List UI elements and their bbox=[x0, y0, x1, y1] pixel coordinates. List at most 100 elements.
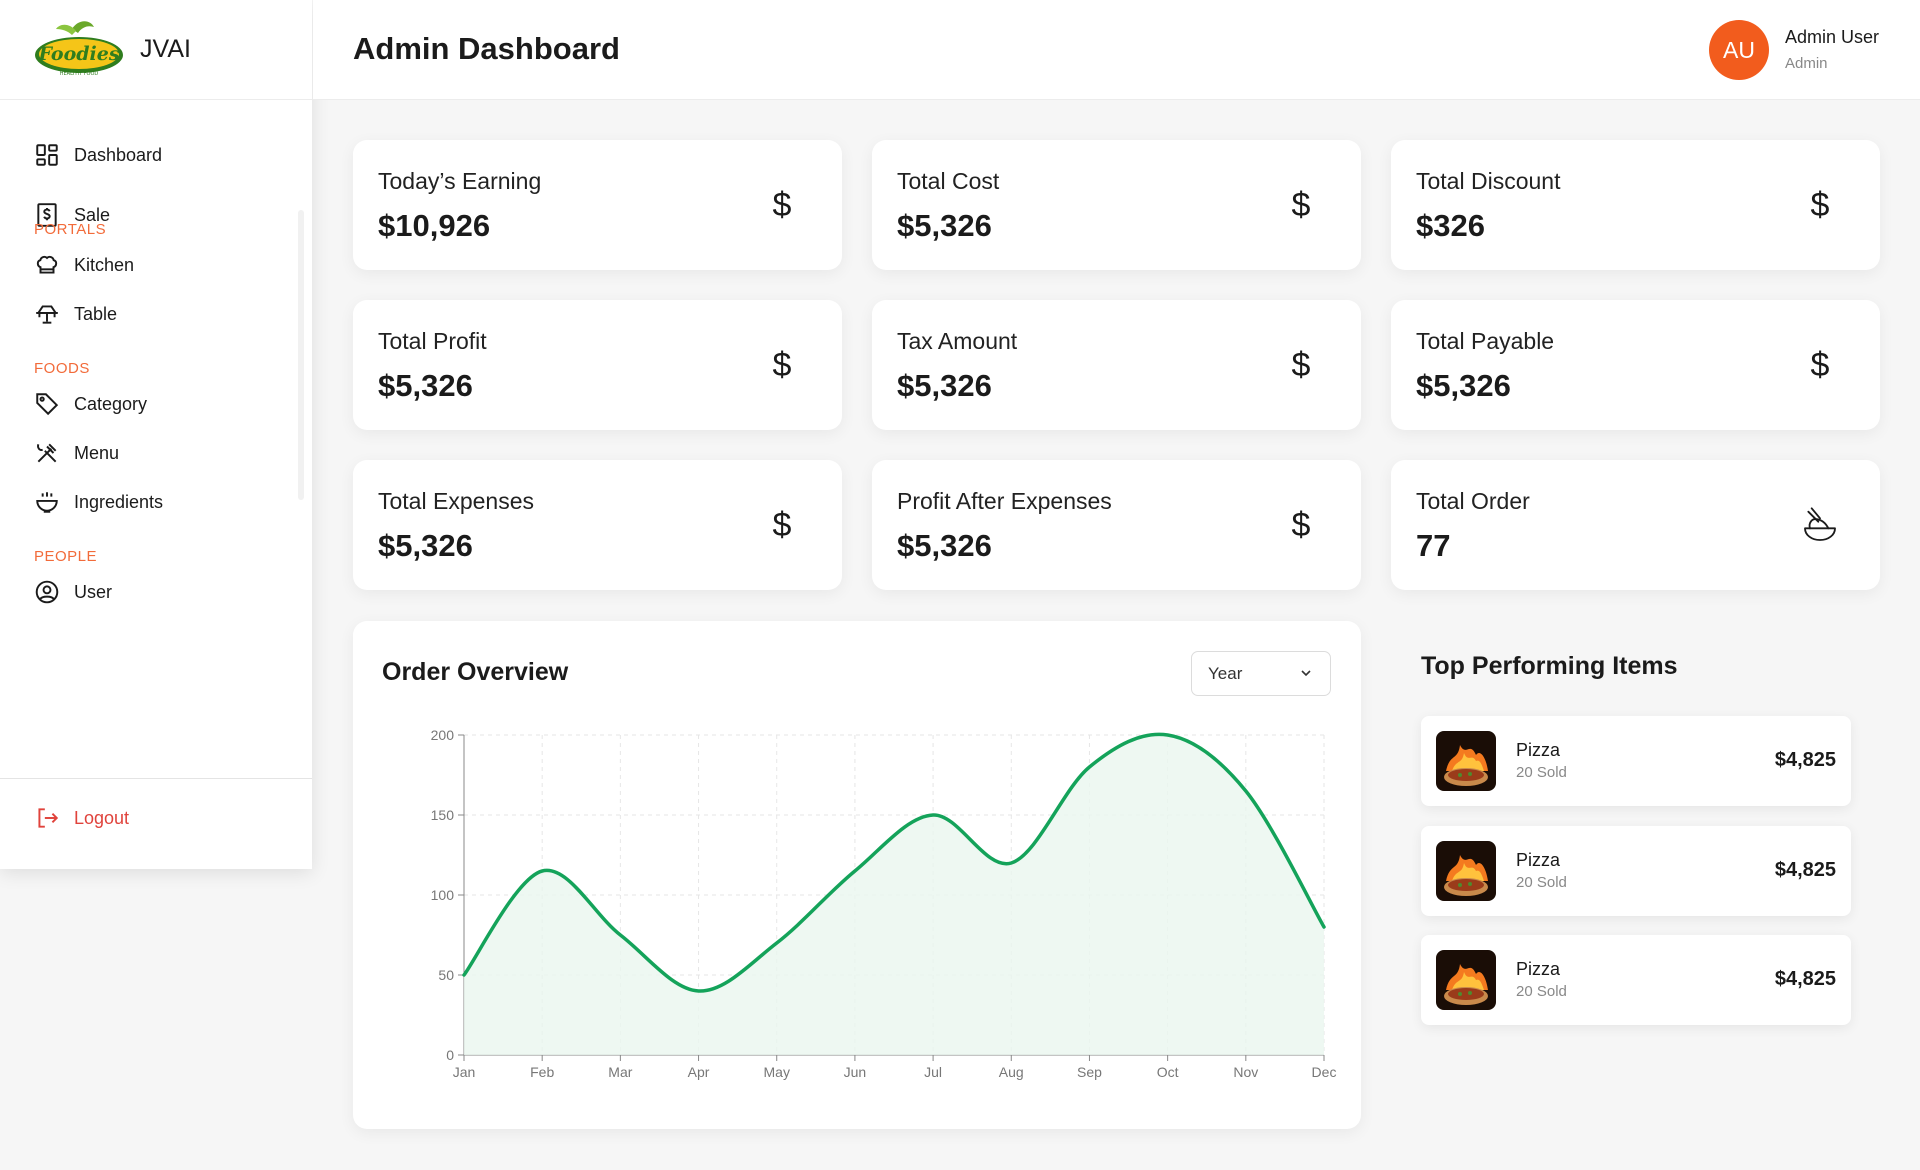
y-tick-label: 150 bbox=[431, 807, 455, 823]
item-price: $4,825 bbox=[1774, 749, 1836, 771]
stat-value: $5,326 bbox=[897, 528, 992, 563]
stat-label: Total Payable bbox=[1416, 328, 1555, 354]
logout-label: Logout bbox=[74, 807, 130, 828]
item-price: $4,825 bbox=[1774, 859, 1836, 881]
logout-button[interactable]: Logout bbox=[34, 805, 129, 831]
sidebar-item-label: Menu bbox=[74, 442, 120, 463]
chevron-down-icon bbox=[1301, 670, 1311, 677]
dollar-icon: $ bbox=[1810, 185, 1830, 224]
sidebar-item-label: Dashboard bbox=[74, 144, 163, 165]
sidebar-item-dashboard[interactable]: Dashboard bbox=[34, 135, 162, 175]
top-item-card[interactable]: Pizza 20 Sold $4,825 bbox=[1421, 935, 1851, 1025]
stat-card-total-discount: Total Discount $326 $ bbox=[1391, 140, 1880, 270]
sidebar-item-label: Kitchen bbox=[74, 254, 135, 275]
sidebar-item-table[interactable]: Table bbox=[34, 294, 117, 334]
stat-card-total-payable: Total Payable $5,326 $ bbox=[1391, 300, 1880, 430]
dollar-icon: $ bbox=[772, 345, 792, 384]
sidebar-item-user[interactable]: User bbox=[34, 572, 112, 612]
period-select[interactable]: Year bbox=[1191, 651, 1331, 696]
stat-card-total-order: Total Order 77 bbox=[1391, 460, 1880, 590]
stat-label: Total Profit bbox=[378, 328, 487, 354]
stat-value: $10,926 bbox=[378, 208, 491, 243]
stat-label: Total Discount bbox=[1416, 168, 1561, 194]
user-role: Admin bbox=[1785, 55, 1828, 72]
dollar-icon: $ bbox=[1291, 185, 1311, 224]
y-tick-label: 200 bbox=[431, 727, 455, 743]
section-foods: FOODS bbox=[34, 360, 90, 377]
stat-value: $5,326 bbox=[378, 528, 473, 563]
order-overview-panel: Order Overview Year 0 50 100 150 200 Jan Feb Ma… bbox=[353, 621, 1361, 1129]
foodies-logo: Foodies HEALTHY FOOD bbox=[35, 20, 123, 77]
item-name: Pizza bbox=[1516, 850, 1561, 870]
sidebar-item-sale[interactable]: Sale bbox=[34, 195, 110, 235]
sidebar-item-label: Table bbox=[74, 303, 118, 324]
top-items-title: Top Performing Items bbox=[1421, 652, 1678, 680]
sidebar-scrollbar[interactable] bbox=[298, 210, 304, 500]
chart-line bbox=[462, 732, 1326, 993]
x-tick-label: Jun bbox=[844, 1064, 867, 1080]
chart-area-fill bbox=[464, 734, 1324, 1055]
stat-card-todays-earning: Today’s Earning $10,926 $ bbox=[353, 140, 842, 270]
tag-icon bbox=[36, 393, 59, 416]
page-title: Admin Dashboard bbox=[353, 31, 620, 66]
x-tick-label: May bbox=[764, 1064, 790, 1080]
user-name[interactable]: Admin User bbox=[1785, 27, 1880, 47]
x-tick-label: Nov bbox=[1233, 1064, 1258, 1080]
section-portals: PORTALS bbox=[34, 221, 107, 238]
item-sold: 20 Sold bbox=[1516, 983, 1567, 1000]
stat-value: $5,326 bbox=[897, 368, 992, 403]
stat-label: Tax Amount bbox=[897, 328, 1018, 354]
x-tick-label: Sep bbox=[1077, 1064, 1102, 1080]
top-item-card[interactable]: Pizza 20 Sold $4,825 bbox=[1421, 716, 1851, 806]
sidebar-item-menu[interactable]: Menu bbox=[34, 433, 119, 473]
x-tick-label: Feb bbox=[530, 1064, 554, 1080]
dollar-icon: $ bbox=[1810, 345, 1830, 384]
stat-value: $5,326 bbox=[1416, 368, 1511, 403]
logo-subtext: HEALTHY FOOD bbox=[60, 71, 99, 77]
item-name: Pizza bbox=[1516, 740, 1561, 760]
brand: Foodies HEALTHY FOOD JVAI bbox=[0, 0, 312, 100]
receipt-dollar-icon bbox=[37, 203, 57, 227]
x-tick-label: Apr bbox=[688, 1064, 710, 1080]
sidebar-item-kitchen[interactable]: Kitchen bbox=[34, 245, 134, 285]
stat-card-total-expenses: Total Expenses $5,326 $ bbox=[353, 460, 842, 590]
top-header: Admin Dashboard AU Admin User Admin bbox=[313, 0, 1920, 100]
sidebar: Foodies HEALTHY FOOD JVAI Dashboard Sale… bbox=[0, 0, 312, 869]
stat-card-total-cost: Total Cost $5,326 $ bbox=[872, 140, 1361, 270]
x-tick-label: Dec bbox=[1312, 1064, 1337, 1080]
sidebar-item-ingredients[interactable]: Ingredients bbox=[34, 482, 163, 522]
y-tick-label: 0 bbox=[446, 1047, 454, 1063]
sidebar-nav: Dashboard Sale PORTALS Kitchen Table FOO… bbox=[0, 100, 312, 778]
section-people: PEOPLE bbox=[34, 548, 98, 565]
sidebar-item-label: Ingredients bbox=[74, 491, 164, 512]
brand-name: JVAI bbox=[140, 35, 191, 63]
table-icon bbox=[36, 305, 58, 324]
sidebar-item-hidden[interactable] bbox=[34, 768, 74, 778]
sidebar-item-category[interactable]: Category bbox=[34, 384, 147, 424]
pizza-thumbnail bbox=[1436, 950, 1496, 1010]
logout-icon bbox=[38, 808, 59, 828]
bowl-icon bbox=[36, 492, 58, 513]
order-overview-chart: 0 50 100 150 200 Jan Feb Mar Apr May Jun Jul Aug Sep O… bbox=[431, 727, 1337, 1080]
y-tick-label: 50 bbox=[438, 967, 454, 983]
item-name: Pizza bbox=[1516, 959, 1561, 979]
x-tick-label: Aug bbox=[999, 1064, 1024, 1080]
top-item-card[interactable]: Pizza 20 Sold $4,825 bbox=[1421, 826, 1851, 916]
stat-label: Total Expenses bbox=[378, 488, 534, 514]
item-price: $4,825 bbox=[1774, 968, 1836, 990]
food-bowl-icon bbox=[1800, 505, 1840, 545]
period-select-value: Year bbox=[1208, 663, 1243, 683]
sidebar-item-label: Sale bbox=[74, 204, 111, 225]
stat-label: Profit After Expenses bbox=[897, 488, 1112, 514]
dollar-icon: $ bbox=[772, 185, 792, 224]
dollar-icon: $ bbox=[1291, 505, 1311, 544]
logo-text: Foodies bbox=[37, 43, 119, 65]
stat-label: Today’s Earning bbox=[378, 168, 542, 194]
chef-hat-icon bbox=[36, 255, 58, 274]
stat-value: $5,326 bbox=[378, 368, 473, 403]
y-tick-label: 100 bbox=[431, 887, 455, 903]
stat-label: Total Cost bbox=[897, 168, 1000, 194]
avatar[interactable]: AU bbox=[1709, 20, 1769, 80]
logout-section: Logout bbox=[0, 778, 312, 869]
stat-value: $326 bbox=[1416, 208, 1485, 243]
